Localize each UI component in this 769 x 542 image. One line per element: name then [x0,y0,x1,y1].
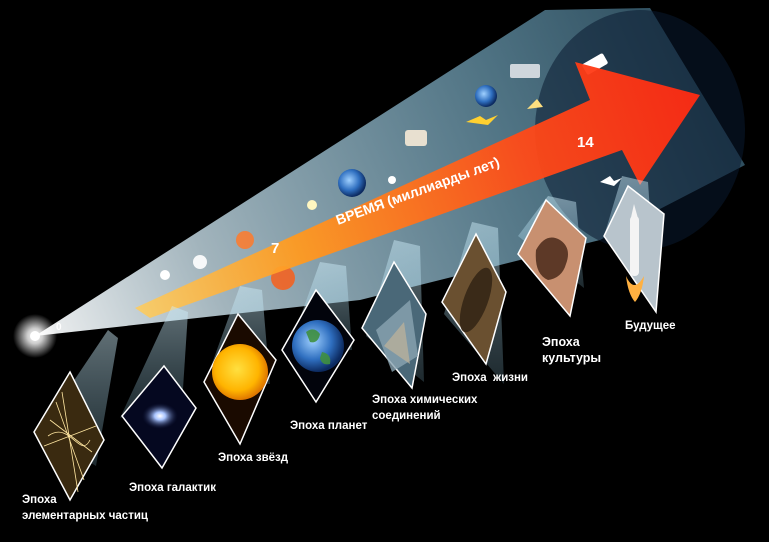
label-line: соединений [372,410,441,422]
spiral-galaxy-icon [142,403,178,429]
cave-painting-icon [535,237,568,280]
beam-objects [160,53,622,290]
tick-mid: 7 [271,240,279,257]
label-line: Будущее [625,320,676,332]
label-future-epoch: Будущее [625,318,676,334]
label-line: элементарных частиц [22,510,148,522]
label-line: Эпоха галактик [129,482,216,494]
epoch-card-life [441,232,507,366]
tick-start: 0 [56,322,62,333]
bird-icon [527,99,543,109]
label-line: Эпоха звёзд [218,452,289,464]
label-line: культуры [542,351,602,365]
bird-icon [600,176,622,186]
particle-tracks-icon [43,391,97,493]
comet-icon [388,176,396,184]
fossil-icon [405,130,427,146]
epoch-card-galaxies [121,364,197,470]
label-galaxy-epoch: Эпоха галактик [129,480,216,496]
satellite-icon [510,64,540,78]
big-bang-point [30,331,40,341]
label-line: Эпоха [22,494,57,506]
sun-icon [212,344,268,400]
label-life-epoch: Эпоха жизни [452,370,528,386]
galaxy-small-icon [193,255,207,269]
label-star-epoch: Эпоха звёзд [218,450,288,466]
label-particle-epoch: Эпоха элементарных частиц [22,492,148,524]
tick-end: 14 [577,134,594,151]
label-line: Эпоха [542,335,580,349]
trilobite-fossil-icon [459,267,493,333]
star-icon [160,270,170,280]
earth-icon [292,320,344,372]
space-shuttle-icon [626,204,644,302]
star-icon [307,200,317,210]
label-line: Эпоха планет [290,420,368,432]
label-planet-epoch: Эпоха планет [290,418,367,434]
epoch-card-culture [517,198,587,318]
label-culture-epoch: Эпоха культуры [542,334,601,366]
molecules-icon [376,300,418,372]
epoch-card-future [603,184,665,315]
bird-icon [466,115,498,125]
epoch-card-chemistry [361,260,427,390]
epoch-card-particles [33,370,105,502]
planet-icon [338,169,366,197]
label-line: Эпоха жизни [452,372,529,384]
epoch-card-planets [281,288,355,404]
label-line: Эпоха химических [372,394,478,406]
earth-small-icon [475,85,497,107]
epoch-card-stars [203,312,277,446]
time-arrow [135,62,700,318]
label-chemistry-epoch: Эпоха химических соединений [372,392,477,424]
nebula-icon [236,231,254,249]
